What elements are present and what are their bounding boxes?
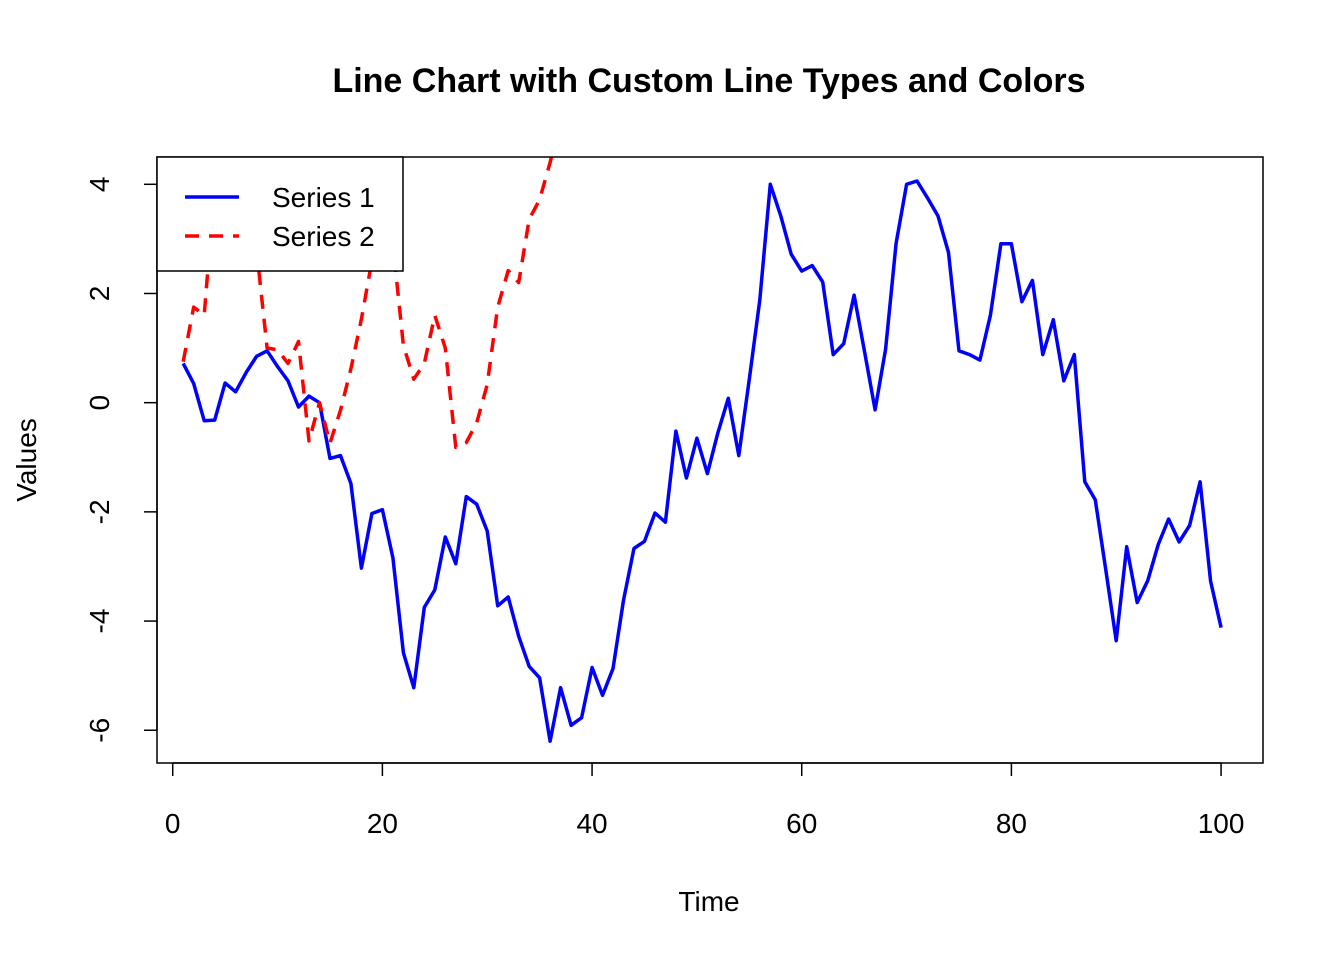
legend-box bbox=[156, 156, 404, 272]
y-tick-label: -2 bbox=[84, 499, 115, 524]
x-tick-label: 100 bbox=[1198, 808, 1245, 839]
series-1-line bbox=[181, 179, 1223, 743]
y-tick-label: 2 bbox=[84, 286, 115, 302]
y-axis-label: Values bbox=[11, 418, 42, 502]
legend-label-series-2: Series 2 bbox=[272, 221, 375, 252]
legend-label-series-1: Series 1 bbox=[272, 182, 375, 213]
chart-title: Line Chart with Custom Line Types and Co… bbox=[332, 62, 1085, 100]
x-tick-label: 0 bbox=[165, 808, 181, 839]
x-tick-label: 40 bbox=[576, 808, 607, 839]
x-tick-label: 80 bbox=[996, 808, 1027, 839]
x-axis: 0 20 40 60 80 100 bbox=[165, 762, 1245, 839]
y-tick-label: -6 bbox=[84, 718, 115, 743]
y-tick-label: -4 bbox=[84, 609, 115, 634]
y-tick-label: 4 bbox=[84, 177, 115, 193]
x-tick-label: 60 bbox=[786, 808, 817, 839]
y-axis: -6 -4 -2 0 2 4 bbox=[84, 177, 158, 743]
x-tick-label: 20 bbox=[367, 808, 398, 839]
y-tick-label: 0 bbox=[84, 395, 115, 411]
x-axis-label: Time bbox=[678, 886, 739, 917]
legend: Series 1 Series 2 bbox=[156, 156, 404, 272]
